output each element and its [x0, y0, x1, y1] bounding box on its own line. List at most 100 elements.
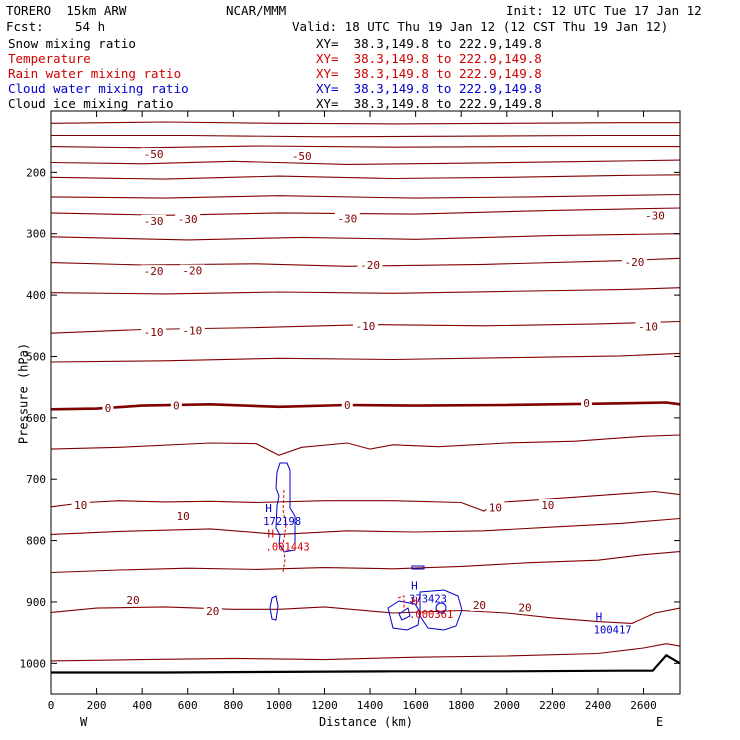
valid-time: Valid: 18 UTC Thu 19 Jan 12 (12 CST Thu … [292, 19, 669, 34]
isotherm-10 [50, 490, 681, 512]
extremum-value: 172198 [263, 516, 301, 528]
rain-contour-upper [282, 489, 287, 573]
contour-label: 0 [344, 399, 351, 412]
isotherm-minus-60 [50, 121, 680, 125]
init-time: Init: 12 UTC Tue 17 Jan 12 [506, 3, 702, 18]
cloud-water-contour-right-a [387, 600, 421, 631]
cloud-water-contour-top [411, 565, 425, 570]
rain-contour-right [397, 595, 405, 610]
x-tick-label: 1800 [448, 699, 475, 712]
contour-label: -10 [356, 320, 376, 333]
extremum-symbol: H [265, 502, 272, 515]
contour-label: -30 [144, 215, 164, 228]
contour-label-bg [486, 501, 505, 514]
x-axis-west-label: W [80, 715, 88, 729]
legend-temperature-xy: XY= 38.3,149.8 to 222.9,149.8 [316, 51, 542, 66]
x-tick-label: 2200 [539, 699, 566, 712]
forecast-hours: 54 h [75, 19, 106, 34]
contour-label: 10 [177, 510, 190, 523]
contour-label: -20 [360, 259, 380, 272]
isotherm-minus-5 [50, 352, 681, 363]
x-tick-label: 1000 [266, 699, 293, 712]
extremum-value: .001443 [266, 542, 310, 554]
contour-label-bg [175, 213, 201, 226]
cloud-water-contour-low [269, 595, 279, 621]
forecast-label: Fcst: [6, 19, 44, 34]
extremum-value: .000361 [409, 609, 453, 621]
contour-label-bg [141, 147, 167, 160]
x-tick-label: 2400 [585, 699, 612, 712]
y-tick-label: 200 [26, 166, 46, 179]
contour-label: 20 [473, 599, 486, 612]
contour-label-bg [179, 324, 205, 337]
y-tick-label: 900 [26, 596, 46, 609]
cloud-contour-group [269, 462, 463, 631]
contour-label-bg [357, 259, 383, 272]
contour-label: -20 [182, 265, 202, 278]
contour-label: -10 [638, 320, 658, 333]
axes-group: 0 200 400 600 800 1000 1200 1400 1600 1800 2000 220… [20, 110, 681, 712]
isotherm-minus-50 [50, 159, 681, 165]
x-axis-east-label: E [656, 715, 664, 729]
isotherm-minus-46 [50, 174, 681, 180]
contour-label: 0 [583, 397, 590, 410]
isotherm-minus-58 [51, 134, 680, 138]
x-axis-title: Distance (km) [319, 715, 413, 729]
contour-label: -20 [144, 265, 164, 278]
isotherm-20 [50, 606, 681, 624]
contour-label: 20 [206, 605, 219, 618]
extremum-symbol: H [268, 528, 275, 541]
y-axis-title: Pressure (hPa) [16, 342, 31, 445]
isotherm-25 [50, 643, 681, 662]
legend-rain-xy: XY= 38.3,149.8 to 222.9,149.8 [316, 66, 542, 81]
contour-label-bg [621, 255, 647, 268]
model-title: TORERO 15km ARW [6, 3, 127, 18]
contour-label: 0 [173, 400, 180, 413]
contour-label-bg [179, 264, 205, 277]
extremum-symbol: H [411, 595, 418, 608]
isotherm-18 [50, 551, 681, 574]
legend-cloud-water-xy: XY= 38.3,149.8 to 222.9,149.8 [316, 81, 542, 96]
plot-frame [50, 110, 681, 695]
contour-label-bg [102, 402, 114, 415]
legend-snow-xy: XY= 38.3,149.8 to 222.9,149.8 [316, 36, 542, 51]
contour-label: -30 [337, 212, 357, 225]
contour-label: -50 [292, 150, 312, 163]
contour-label-bg [289, 149, 315, 162]
contour-label-bg [71, 498, 90, 511]
contour-label-bg [141, 265, 167, 278]
y-tick-label: 700 [26, 473, 46, 486]
contour-label: -30 [645, 209, 665, 222]
isotherm-minus-25 [50, 233, 681, 241]
contour-label: 20 [126, 594, 139, 607]
isotherm-15 [50, 517, 681, 535]
contour-label-bg [141, 325, 167, 338]
contour-label: -50 [144, 148, 164, 161]
isotherm-minus-42 [50, 193, 681, 199]
legend-rain-label: Rain water mixing ratio [8, 66, 182, 81]
isotherm-5 [50, 434, 681, 456]
contour-label: -10 [182, 325, 202, 338]
y-tick-label: 800 [26, 535, 46, 548]
isotherm-minus-20 [50, 257, 681, 267]
y-tick-label: 600 [26, 412, 46, 425]
contour-label: -30 [178, 213, 198, 226]
legend-cloud-ice-label: Cloud ice mixing ratio [8, 96, 174, 111]
contour-label: -20 [624, 256, 644, 269]
cloud-water-contour-right-c [435, 602, 447, 614]
x-tick-label: 400 [132, 699, 152, 712]
cloud-water-contour-left [398, 607, 411, 621]
contour-label: 10 [489, 501, 502, 514]
x-tick-label: 1200 [311, 699, 338, 712]
y-tick-label: 300 [26, 228, 46, 241]
extremum-value: 100417 [594, 624, 632, 636]
contour-label-bg [635, 320, 661, 333]
x-tick-label: 1600 [402, 699, 429, 712]
contour-label: 10 [74, 499, 87, 512]
contour-label: 0 [105, 402, 112, 415]
x-tick-label: 0 [48, 699, 55, 712]
x-tick-label: 600 [178, 699, 198, 712]
contour-label: 20 [518, 601, 531, 614]
